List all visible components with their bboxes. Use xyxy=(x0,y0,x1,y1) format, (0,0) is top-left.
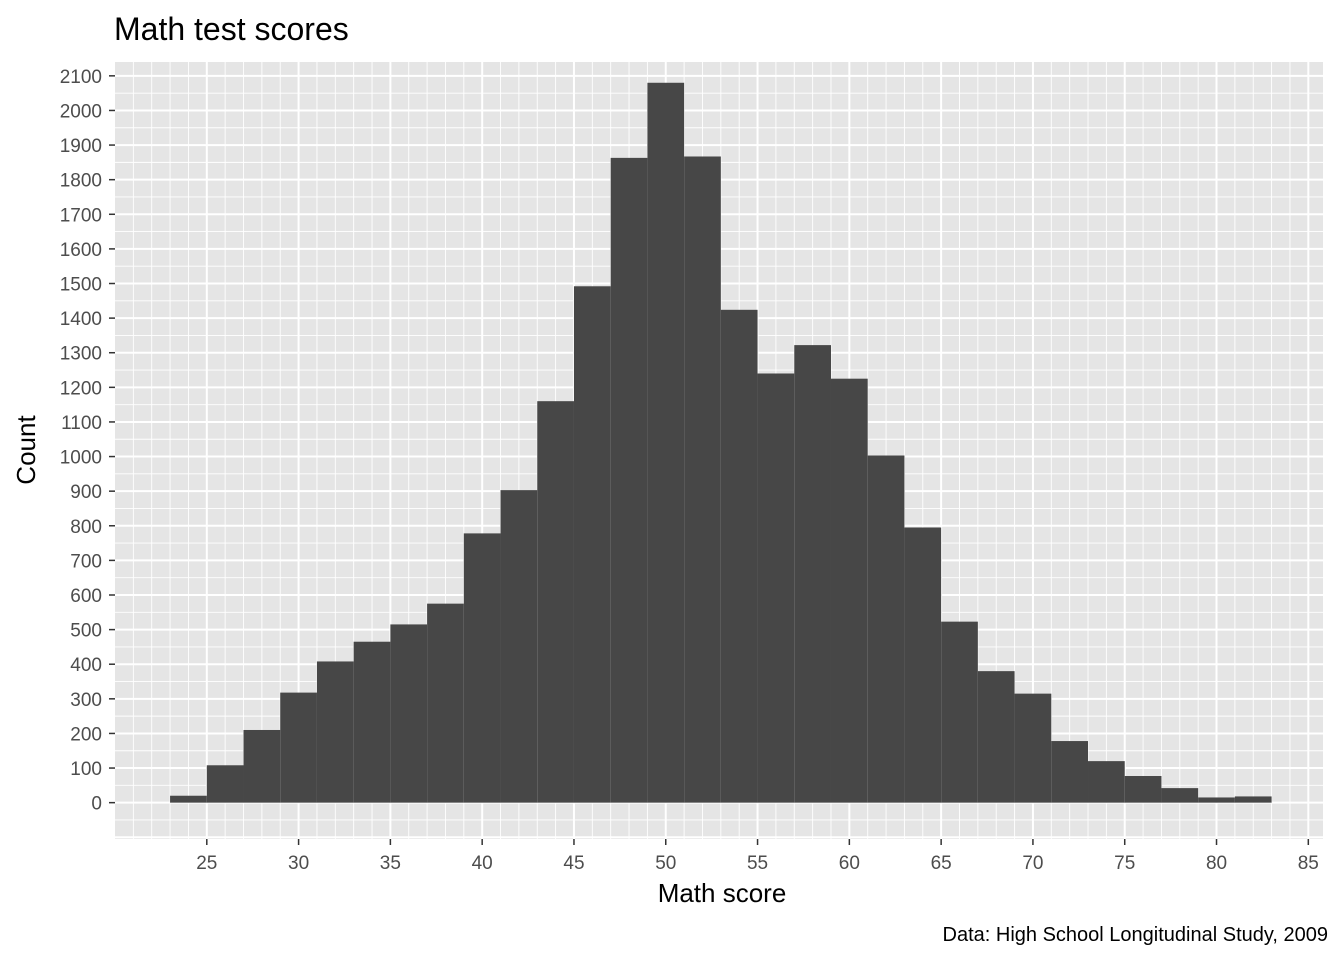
x-tick-label: 55 xyxy=(747,853,768,874)
histogram-bar xyxy=(170,795,207,803)
x-tick-label: 65 xyxy=(931,853,952,874)
histogram-bar xyxy=(427,603,464,803)
histogram-bar xyxy=(1014,693,1052,803)
x-tick-label: 30 xyxy=(288,853,309,874)
histogram-bar xyxy=(867,455,905,803)
histogram-bar xyxy=(941,621,978,803)
y-tick-label: 400 xyxy=(70,655,102,676)
histogram-bar xyxy=(610,157,648,803)
histogram-bar xyxy=(353,641,391,803)
y-tick-label: 1100 xyxy=(61,413,102,434)
x-tick-label: 70 xyxy=(1022,853,1043,874)
y-tick-label: 100 xyxy=(70,759,102,780)
y-axis: 0 100 200 300 400 500 600 700 800 900 1000 1100 1200… xyxy=(60,67,115,815)
histogram-bar xyxy=(1088,761,1125,803)
x-axis: 25 30 35 40 45 50 55 60 65 70 75 80 85 xyxy=(196,839,1319,874)
histogram-bar xyxy=(500,490,538,803)
histogram-bar xyxy=(1198,797,1235,803)
histogram-bar xyxy=(647,82,685,803)
x-tick-label: 75 xyxy=(1114,853,1135,874)
histogram-bar xyxy=(684,156,721,803)
y-tick-label: 200 xyxy=(70,724,102,745)
y-tick-label: 0 xyxy=(91,794,102,815)
y-tick-label: 300 xyxy=(70,690,102,711)
chart-caption: Data: High School Longitudinal Study, 20… xyxy=(943,924,1328,946)
y-tick-label: 800 xyxy=(70,517,102,538)
histogram-bar xyxy=(830,378,868,803)
y-tick-label: 600 xyxy=(70,586,102,607)
x-tick-label: 85 xyxy=(1298,853,1319,874)
histogram-bar xyxy=(243,729,281,803)
histogram-bar xyxy=(1124,776,1162,803)
histogram-bar xyxy=(463,533,501,803)
y-tick-label: 900 xyxy=(70,482,102,503)
histogram-bar xyxy=(904,527,942,803)
histogram-bar xyxy=(794,345,831,803)
y-tick-label: 1300 xyxy=(60,344,102,365)
histogram-bar xyxy=(757,373,795,803)
y-tick-label: 1700 xyxy=(60,205,102,226)
x-tick-label: 60 xyxy=(839,853,860,874)
y-tick-label: 500 xyxy=(70,621,102,642)
histogram-bar xyxy=(280,692,317,803)
y-tick-label: 1400 xyxy=(60,309,102,330)
x-tick-label: 25 xyxy=(196,853,217,874)
y-tick-label: 1000 xyxy=(60,448,102,469)
y-tick-label: 1200 xyxy=(60,378,102,399)
y-tick-label: 2100 xyxy=(60,67,102,88)
histogram-bar xyxy=(1234,796,1272,803)
y-tick-label: 2000 xyxy=(60,101,102,122)
histogram-bar xyxy=(316,661,354,803)
x-axis-title: Math score xyxy=(658,878,787,908)
histogram-bars xyxy=(170,82,1272,803)
histogram-bar xyxy=(537,401,574,803)
histogram-bar xyxy=(977,671,1015,803)
y-tick-label: 1900 xyxy=(60,136,102,157)
chart-title: Math test scores xyxy=(114,11,349,47)
x-tick-label: 50 xyxy=(655,853,676,874)
y-tick-label: 1500 xyxy=(60,275,102,296)
x-tick-label: 35 xyxy=(380,853,401,874)
histogram-bar xyxy=(1051,741,1089,803)
histogram-bar xyxy=(390,624,428,803)
y-tick-label: 1800 xyxy=(60,171,102,192)
histogram-bar xyxy=(206,765,244,803)
histogram-bar xyxy=(1161,788,1199,803)
x-tick-label: 80 xyxy=(1206,853,1227,874)
y-tick-label: 700 xyxy=(70,551,102,572)
x-tick-label: 45 xyxy=(563,853,584,874)
y-axis-title: Count xyxy=(11,415,41,485)
x-tick-label: 40 xyxy=(472,853,493,874)
y-tick-label: 1600 xyxy=(60,240,102,261)
histogram-bar xyxy=(573,286,611,803)
histogram-bar xyxy=(720,309,758,803)
